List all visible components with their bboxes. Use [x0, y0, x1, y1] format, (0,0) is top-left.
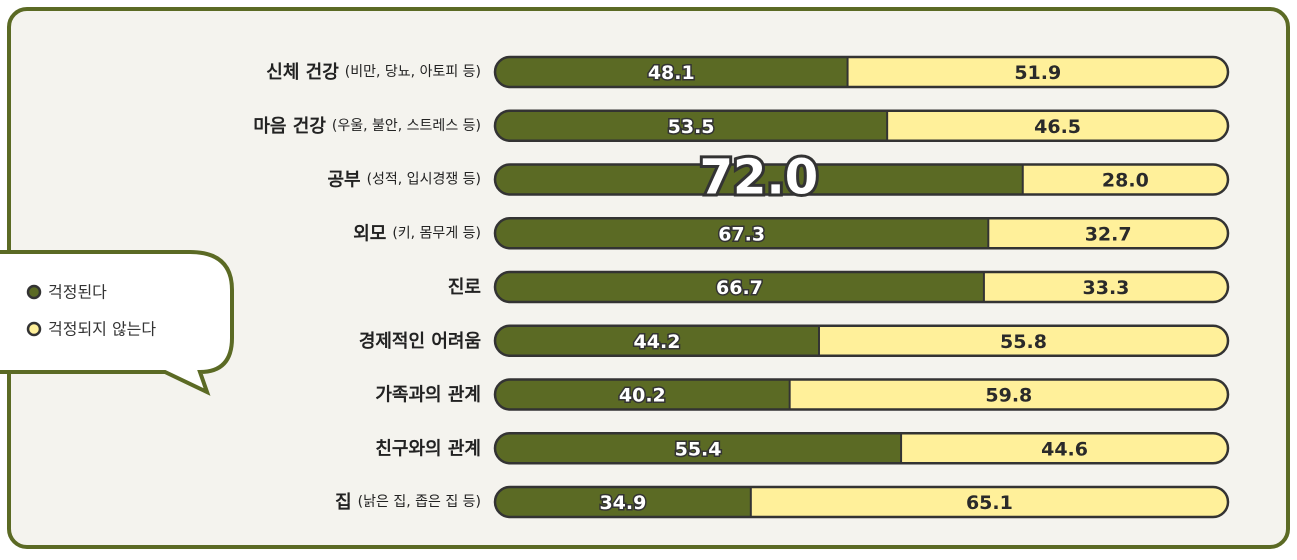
category-name: 경제적인 어려움: [359, 330, 481, 351]
value-label: 34.9: [599, 492, 646, 514]
value-label: 28.0: [1102, 170, 1149, 192]
category-detail: (성적, 입시경쟁 등): [367, 172, 481, 188]
bar-segment: [495, 325, 819, 356]
bar-segment: [988, 218, 1228, 249]
bar-segment: [495, 110, 888, 141]
value-label: 59.8: [985, 385, 1032, 407]
bar-outline: [493, 163, 1230, 196]
bar-segment: [495, 164, 1023, 195]
bar-outline: [493, 485, 1230, 519]
category-name: 진로: [448, 277, 481, 298]
category-label: 경제적인 어려움: [359, 330, 481, 351]
bar-segment: [495, 272, 984, 302]
category-label: 마음 건강 (우울, 불안, 스트레스 등): [253, 115, 481, 136]
category-label: 집 (낡은 집, 좁은 집 등): [335, 492, 481, 513]
category-detail: (낡은 집, 좁은 집 등): [358, 494, 481, 510]
bar-segment: [818, 325, 1228, 356]
category-detail: (키, 몸무게 등): [392, 225, 481, 241]
bar-outline: [493, 217, 1230, 250]
bar-outline: [493, 270, 1230, 304]
bar-segment: [495, 218, 989, 249]
category-name: 공부: [327, 169, 360, 190]
value-label: 48.1: [648, 62, 695, 84]
bar-outline: [493, 55, 1230, 89]
category-label: 가족과의 관계: [375, 384, 481, 405]
legend-label: 걱정되지 않는다: [48, 320, 156, 339]
bar-segment: [495, 487, 751, 517]
bar-segment: [495, 433, 902, 464]
legend-swatch: [26, 321, 42, 337]
category-name: 외모: [353, 223, 386, 244]
value-label: 55.8: [1000, 331, 1047, 353]
bar-segment: [887, 110, 1228, 141]
category-name: 친구와의 관계: [375, 438, 481, 459]
category-label: 외모 (키, 몸무게 등): [353, 223, 481, 244]
value-label: 46.5: [1034, 116, 1081, 138]
value-label: 66.7: [716, 277, 763, 299]
category-name: 가족과의 관계: [375, 384, 481, 405]
category-name: 집: [335, 492, 352, 513]
value-label: 51.9: [1014, 62, 1061, 84]
value-label: 65.1: [966, 492, 1013, 514]
value-label: 44.2: [634, 331, 681, 353]
value-label: 53.5: [668, 116, 715, 138]
category-detail: (우울, 불안, 스트레스 등): [332, 118, 481, 134]
bar-outline: [493, 109, 1230, 142]
bar-segment: [983, 272, 1228, 302]
value-label: 32.7: [1085, 223, 1132, 245]
bar-segment: [495, 379, 790, 410]
bar-segment: [495, 57, 848, 87]
legend-bubble: [0, 250, 234, 396]
value-label: 67.3: [718, 223, 765, 245]
category-name: 신체 건강: [266, 62, 339, 83]
category-detail: (비만, 당뇨, 아토피 등): [345, 64, 481, 80]
value-label: 40.2: [619, 385, 666, 407]
value-label: 33.3: [1083, 277, 1130, 299]
value-label: 44.6: [1041, 438, 1088, 460]
bar-outline: [493, 432, 1230, 465]
bar-segment: [901, 433, 1228, 464]
bar-segment: [750, 487, 1228, 517]
category-label: 진로: [448, 277, 481, 298]
bar-outline: [493, 324, 1230, 357]
legend-label: 걱정된다: [48, 283, 107, 302]
value-label: 55.4: [675, 438, 722, 460]
value-label: 72.0: [700, 150, 818, 206]
category-label: 공부 (성적, 입시경쟁 등): [327, 169, 481, 190]
category-name: 마음 건강: [253, 115, 326, 136]
bar-segment: [847, 57, 1228, 87]
bar-outline: [493, 378, 1230, 411]
bar-segment: [789, 379, 1228, 410]
category-label: 친구와의 관계: [375, 438, 481, 459]
category-label: 신체 건강 (비만, 당뇨, 아토피 등): [266, 62, 481, 83]
bar-segment: [1022, 164, 1228, 195]
legend-swatch: [26, 284, 42, 300]
